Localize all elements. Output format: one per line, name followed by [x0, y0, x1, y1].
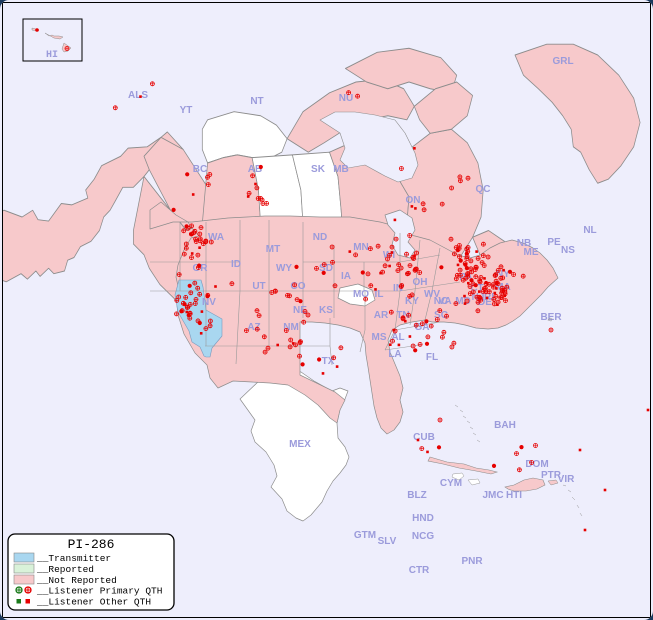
svg-text:MS: MS: [372, 332, 387, 343]
svg-text:MO: MO: [353, 289, 369, 300]
svg-text:NM: NM: [283, 322, 299, 333]
svg-text:MD: MD: [455, 296, 471, 307]
svg-text:IA: IA: [341, 271, 351, 282]
svg-text:PE: PE: [547, 237, 561, 248]
svg-text:JMC: JMC: [482, 490, 503, 501]
svg-text:UT: UT: [252, 281, 265, 292]
svg-text:AR: AR: [374, 310, 389, 321]
svg-text:SLV: SLV: [378, 536, 397, 547]
svg-text:CUB: CUB: [413, 432, 435, 443]
svg-text:ID: ID: [231, 259, 241, 270]
svg-text:BAH: BAH: [494, 420, 516, 431]
svg-text:GTM: GTM: [354, 530, 376, 541]
svg-text:MB: MB: [333, 164, 349, 175]
svg-text:VIR: VIR: [558, 474, 575, 485]
svg-text:MEX: MEX: [289, 439, 311, 450]
svg-text:__Listener Primary QTH: __Listener Primary QTH: [36, 586, 162, 597]
svg-text:MN: MN: [353, 242, 369, 253]
svg-text:__Transmitter: __Transmitter: [36, 553, 111, 564]
svg-text:KS: KS: [319, 305, 333, 316]
svg-text:CO: CO: [291, 281, 306, 292]
svg-text:MT: MT: [266, 244, 280, 255]
svg-text:NU: NU: [339, 93, 353, 104]
svg-text:PNR: PNR: [461, 556, 483, 567]
svg-text:YT: YT: [180, 105, 193, 116]
svg-text:NV: NV: [202, 297, 216, 308]
svg-text:SK: SK: [311, 164, 326, 175]
svg-text:GRL: GRL: [552, 56, 573, 67]
svg-text:DOM: DOM: [525, 459, 548, 470]
svg-text:CTR: CTR: [409, 565, 430, 576]
svg-text:KY: KY: [405, 296, 419, 307]
svg-text:BC: BC: [193, 164, 207, 175]
svg-text:NC: NC: [434, 296, 448, 307]
svg-text:HI: HI: [46, 50, 58, 61]
svg-text:HTI: HTI: [506, 490, 522, 501]
svg-text:WY: WY: [276, 263, 292, 274]
svg-text:__Reported: __Reported: [36, 564, 94, 575]
svg-text:WA: WA: [208, 232, 224, 243]
svg-text:NCG: NCG: [412, 531, 434, 542]
svg-text:HND: HND: [412, 513, 434, 524]
svg-text:ME: ME: [524, 247, 539, 258]
svg-text:PI-286: PI-286: [68, 537, 115, 552]
svg-text:NT: NT: [250, 96, 263, 107]
svg-text:NS: NS: [561, 245, 575, 256]
svg-text:ALS: ALS: [128, 90, 148, 101]
svg-text:OH: OH: [413, 277, 428, 288]
svg-text:ON: ON: [406, 195, 421, 206]
svg-text:__Listener Other QTH: __Listener Other QTH: [36, 597, 151, 608]
svg-text:QC: QC: [476, 184, 491, 195]
svg-text:BER: BER: [540, 312, 562, 323]
svg-text:LA: LA: [388, 349, 401, 360]
svg-text:ND: ND: [313, 232, 327, 243]
svg-text:BLZ: BLZ: [407, 490, 426, 501]
svg-text:NL: NL: [583, 225, 596, 236]
svg-text:FL: FL: [426, 352, 438, 363]
svg-text:__Not Reported: __Not Reported: [36, 575, 117, 586]
